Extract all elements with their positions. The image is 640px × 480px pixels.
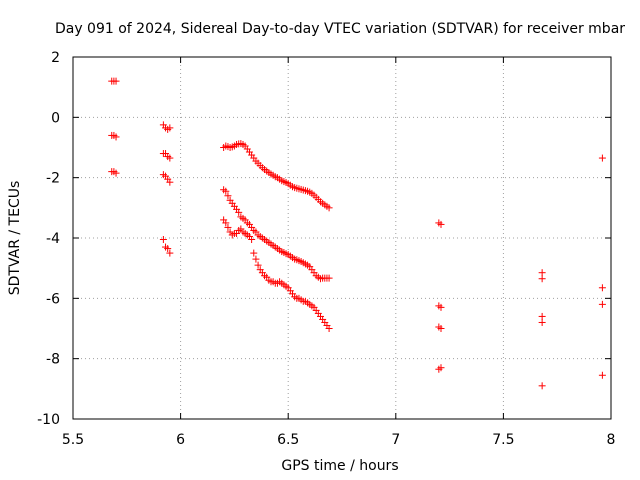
- data-point: [224, 192, 232, 200]
- chart-title: Day 091 of 2024, Sidereal Day-to-day VTE…: [55, 21, 625, 37]
- data-point: [164, 245, 172, 253]
- data-point: [538, 382, 546, 390]
- data-point: [222, 219, 230, 227]
- data-point: [538, 312, 546, 320]
- data-point: [437, 325, 445, 332]
- data-point: [598, 284, 606, 292]
- data-point: [325, 274, 333, 282]
- y-tick-label: -8: [46, 352, 60, 368]
- x-tick-label: 7: [391, 432, 400, 448]
- y-tick-label: -2: [46, 171, 60, 187]
- x-tick-label: 6: [176, 432, 185, 448]
- y-tick-label: -6: [46, 291, 60, 307]
- data-point: [538, 275, 546, 283]
- data-point: [224, 223, 232, 231]
- y-tick-label: -10: [37, 412, 60, 428]
- y-tick-label: -4: [46, 231, 60, 247]
- data-point: [112, 169, 120, 177]
- y-axis: -10 -8 -6 -4 -2 0 2: [37, 50, 611, 428]
- y-tick-label: 2: [51, 50, 60, 66]
- x-axis: 5.5 6 6.5 7 7.5 8: [62, 57, 616, 448]
- data-point: [598, 371, 606, 379]
- data-point: [235, 208, 243, 216]
- data-point: [166, 178, 174, 186]
- data-point: [159, 236, 167, 244]
- y-axis-label: SDTVAR / TECUs: [7, 181, 23, 296]
- data-point: [166, 154, 174, 162]
- data-point: [166, 249, 174, 257]
- data-point: [437, 364, 445, 372]
- data-point: [222, 187, 230, 195]
- data-point: [538, 269, 546, 277]
- data-point: [252, 255, 260, 263]
- data-point: [166, 124, 174, 132]
- data-point: [598, 154, 606, 162]
- x-tick-label: 7.5: [492, 432, 514, 448]
- data-point: [325, 204, 333, 212]
- x-tick-label: 6.5: [277, 432, 299, 448]
- data-point: [248, 236, 256, 244]
- data-point: [254, 261, 262, 269]
- grid-lines: [73, 57, 611, 419]
- x-axis-label: GPS time / hours: [281, 458, 398, 474]
- data-point: [437, 220, 445, 228]
- data-point: [437, 303, 445, 311]
- data-point: [598, 300, 606, 308]
- x-tick-label: 5.5: [62, 432, 84, 448]
- data-point: [538, 318, 546, 326]
- data-point: [112, 77, 120, 85]
- x-tick-label: 8: [607, 432, 616, 448]
- data-point: [250, 249, 258, 257]
- data-point: [325, 325, 333, 332]
- y-tick-label: 0: [51, 110, 60, 126]
- data-points: [108, 77, 606, 390]
- data-point: [112, 133, 120, 141]
